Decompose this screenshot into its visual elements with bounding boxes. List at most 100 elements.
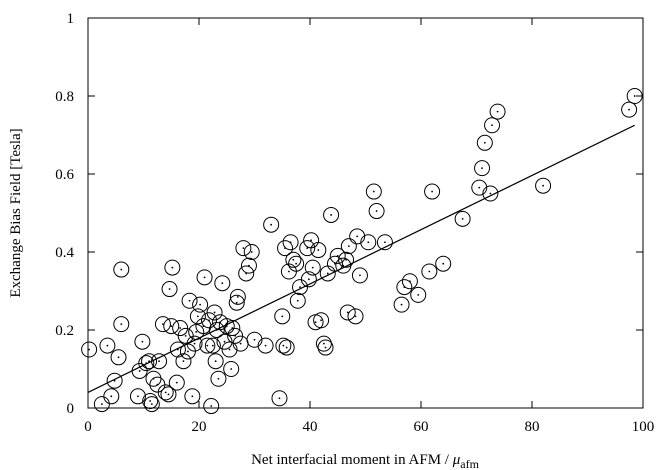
data-point <box>113 261 130 278</box>
data-point-circle <box>223 361 240 377</box>
data-point <box>214 275 231 292</box>
data-point-center <box>299 286 301 288</box>
data-point-center <box>354 315 357 318</box>
data-point-circle <box>310 242 327 259</box>
data-point-circle <box>263 216 280 233</box>
data-point <box>208 322 225 338</box>
x-tick-label: 40 <box>303 419 318 435</box>
data-point-circle <box>110 349 127 366</box>
data-point-circle <box>454 210 471 227</box>
data-point <box>360 234 377 251</box>
data-point-circle <box>229 288 246 305</box>
data-point <box>169 341 186 358</box>
data-point-circle <box>106 372 123 389</box>
data-point-circle <box>175 353 192 370</box>
data-point-center <box>168 288 171 290</box>
data-point-center <box>221 282 224 285</box>
data-point-circle <box>240 257 257 274</box>
data-point-circle <box>168 374 185 391</box>
data-point-circle <box>129 388 146 405</box>
data-point-circle <box>134 333 151 350</box>
data-points <box>81 88 643 415</box>
x-axis-title-subscript: afm <box>460 457 479 470</box>
data-point-circle <box>99 337 116 354</box>
data-point <box>317 339 334 356</box>
data-point <box>143 396 160 413</box>
data-point-circle <box>275 337 292 354</box>
data-point-circle <box>489 103 506 120</box>
data-point-center <box>193 342 196 345</box>
data-point-center <box>203 276 206 279</box>
data-point <box>482 185 499 202</box>
data-point <box>299 240 316 257</box>
data-point-center <box>195 331 198 333</box>
data-point <box>338 251 355 268</box>
data-point-circle <box>340 238 357 255</box>
data-point-center <box>145 362 148 365</box>
data-point <box>621 101 638 118</box>
x-tick-label: 20 <box>192 419 207 435</box>
x-tick-label: 80 <box>525 419 540 435</box>
data-point-center <box>106 344 109 347</box>
data-point <box>157 384 174 401</box>
data-point <box>151 353 168 370</box>
data-point-center <box>175 381 178 384</box>
data-point-center <box>214 360 217 363</box>
data-point-circle <box>299 240 316 257</box>
data-point-circle <box>323 206 340 223</box>
data-point-center <box>359 274 361 277</box>
data-point-center <box>400 303 403 306</box>
data-point-circle <box>161 281 178 298</box>
data-point-circle <box>271 390 288 407</box>
data-point <box>172 320 189 337</box>
data-point-circle <box>93 396 110 413</box>
data-point-center <box>372 190 375 193</box>
data-point-circle <box>326 255 343 272</box>
data-point <box>138 355 155 372</box>
data-point-center <box>326 272 329 275</box>
data-point-center <box>179 327 182 329</box>
data-point <box>206 304 223 321</box>
data-point-circle <box>471 179 488 196</box>
data-point-center <box>208 319 210 322</box>
data-point <box>401 273 418 290</box>
data-point-center <box>234 334 236 337</box>
data-point-center <box>253 338 256 341</box>
data-point-center <box>307 278 310 281</box>
data-point-circle <box>317 339 334 356</box>
data-point-center <box>149 400 152 402</box>
data-point-circle <box>221 341 238 358</box>
data-point-center <box>320 319 322 322</box>
data-point <box>203 398 220 415</box>
data-point-circle <box>285 251 302 268</box>
data-point-center <box>210 405 213 407</box>
data-point <box>474 160 491 177</box>
x-tick-label: 100 <box>632 419 655 435</box>
data-point-center <box>117 356 120 359</box>
data-point <box>489 103 506 120</box>
data-point-circle <box>103 388 120 405</box>
data-point <box>164 259 181 276</box>
data-point <box>184 388 201 405</box>
data-point <box>282 234 299 251</box>
data-point-circle <box>216 333 233 350</box>
data-point-circle <box>172 320 189 337</box>
data-point-center <box>100 403 103 405</box>
data-point-center <box>177 348 179 351</box>
data-point-circle <box>207 353 224 370</box>
data-point-center <box>162 323 164 326</box>
data-point-circle <box>278 339 295 356</box>
data-point-center <box>225 325 228 327</box>
data-point-circle <box>351 267 368 284</box>
data-point-center <box>230 368 233 370</box>
data-point-center <box>278 397 281 400</box>
y-tick-label: 1 <box>67 11 75 27</box>
data-point <box>235 240 252 257</box>
data-point-circle <box>192 296 209 313</box>
data-point-circle <box>184 388 201 405</box>
data-point <box>175 353 192 370</box>
data-point-circle <box>208 322 225 338</box>
data-point-center <box>158 360 160 363</box>
data-point <box>161 281 178 298</box>
data-point-center <box>150 403 153 405</box>
